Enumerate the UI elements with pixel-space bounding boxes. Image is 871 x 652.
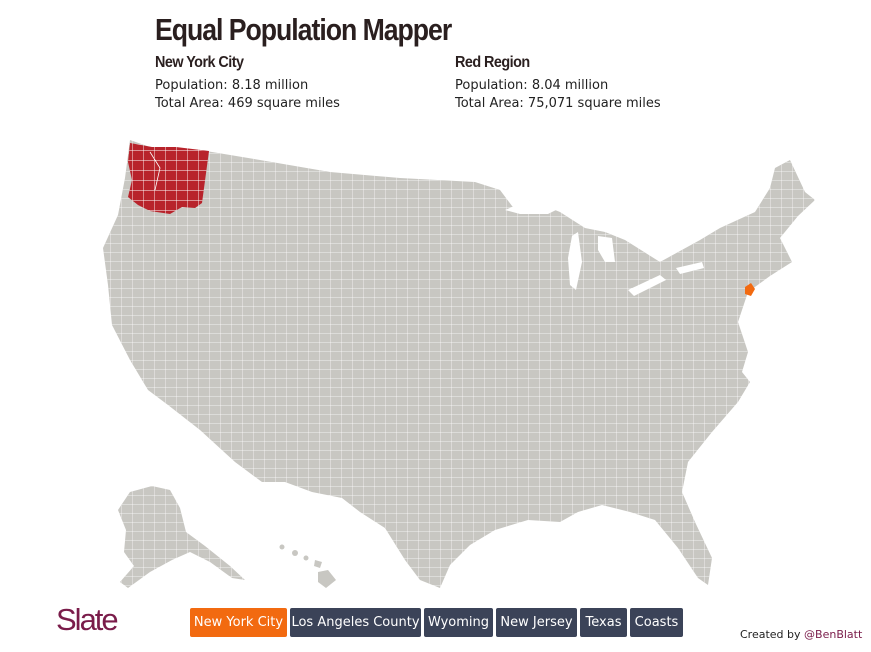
region-area: Total Area: 75,071 square miles xyxy=(455,96,661,111)
city-area: Total Area: 469 square miles xyxy=(155,96,340,111)
page-title: Equal Population Mapper xyxy=(155,12,452,47)
credit-line: Created by @BenBlatt xyxy=(740,628,862,641)
button-new-jersey[interactable]: New Jersey xyxy=(496,608,577,637)
lake-erie xyxy=(628,275,666,296)
lake-michigan xyxy=(568,232,582,290)
city-heading: New York City xyxy=(155,54,244,71)
button-texas[interactable]: Texas xyxy=(580,608,627,637)
red-region-borders xyxy=(128,143,209,214)
lake-superior xyxy=(505,198,560,214)
button-new-york-city[interactable]: New York City xyxy=(190,608,287,637)
nyc-marker[interactable] xyxy=(745,283,755,296)
region-population: Population: 8.04 million xyxy=(455,78,609,93)
puget-sound xyxy=(149,151,161,191)
button-wyoming[interactable]: Wyoming xyxy=(424,608,493,637)
button-los-angeles-county[interactable]: Los Angeles County xyxy=(290,608,421,637)
city-population: Population: 8.18 million xyxy=(155,78,309,93)
alaska-borders xyxy=(118,486,245,588)
county-borders xyxy=(103,140,815,588)
slate-logo[interactable]: Slate xyxy=(56,602,119,637)
credit-handle-link[interactable]: @BenBlatt xyxy=(804,628,863,641)
button-coasts[interactable]: Coasts xyxy=(630,608,683,637)
lake-ontario xyxy=(676,262,704,274)
region-heading: Red Region xyxy=(455,54,530,71)
lake-huron xyxy=(598,236,615,262)
hawaii-shape xyxy=(279,544,336,588)
credit-prefix: Created by xyxy=(740,628,801,641)
